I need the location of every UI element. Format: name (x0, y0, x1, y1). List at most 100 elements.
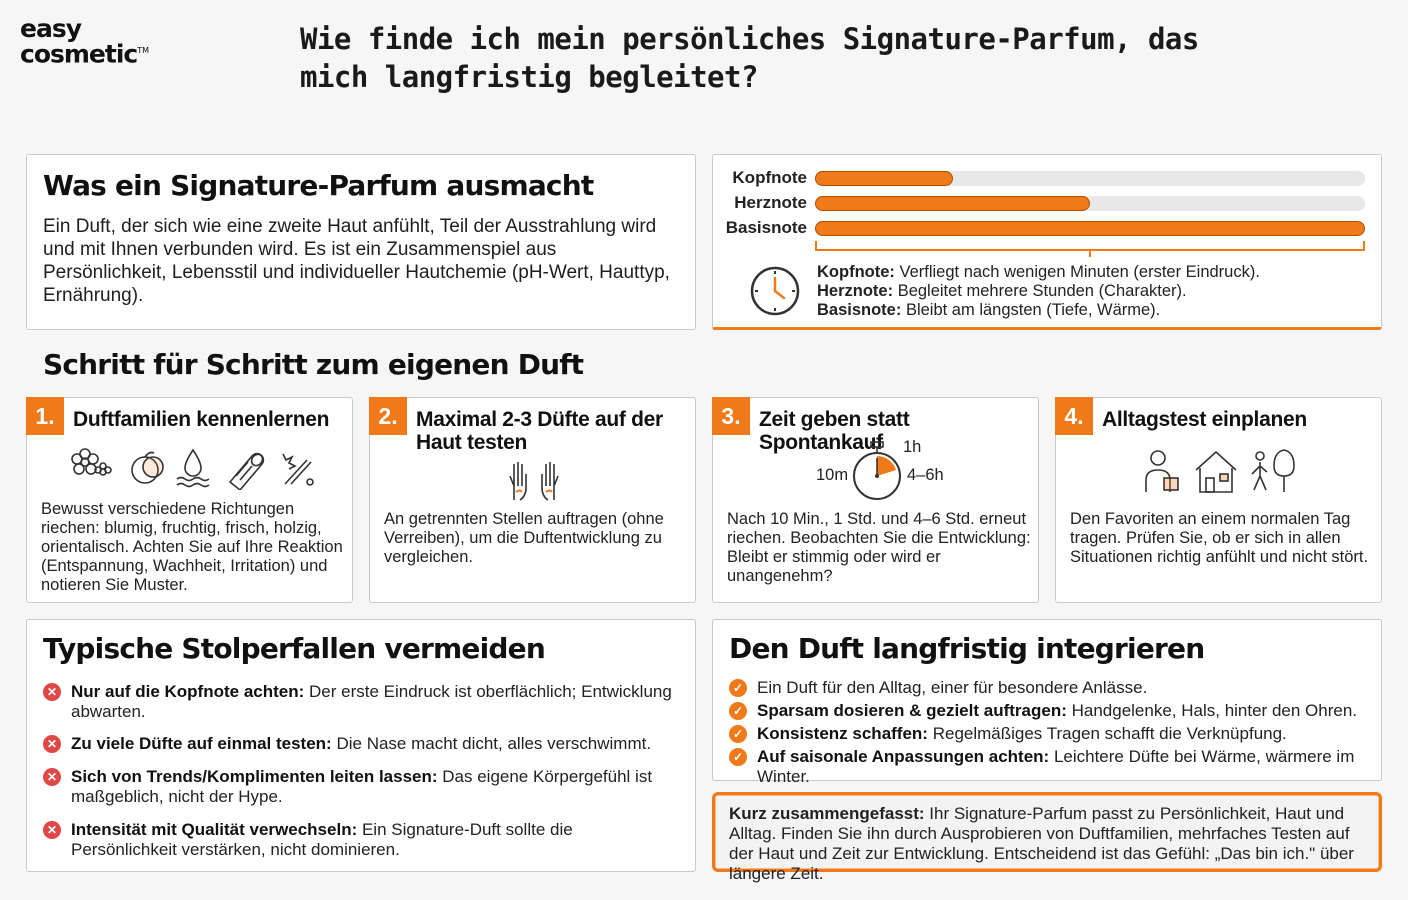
integrate-card: Den Duft langfristig integrieren ✓ Ein Du… (712, 619, 1382, 786)
pitfalls-title: Typische Stolperfallen vermeiden (43, 632, 546, 665)
legend-term: Basisnote: (817, 301, 902, 319)
pitfall-term: Zu viele Düfte auf einmal testen: (71, 734, 332, 753)
bar-track (815, 171, 1365, 186)
pitfall-term: Nur auf die Kopfnote achten: (71, 682, 305, 701)
summary-desc: Ihr Signature-Parfum passt zu Persönlich… (729, 804, 1354, 883)
integrate-item: ✓ Konsistenz schaffen: Regelmäßiges Trage… (729, 724, 1379, 744)
water-drop-icon (176, 448, 210, 488)
walking-nature-icon (1251, 449, 1295, 492)
pitfall-desc: Der erste Eindruck ist oberflächlich; En… (71, 682, 672, 721)
step-number: 1. (26, 397, 64, 435)
summary-text: Kurz zusammengefasst: Ihr Signature-Parf… (729, 804, 1374, 884)
check-circle-icon: ✓ (729, 702, 747, 720)
logo-trademark: TM (137, 46, 150, 55)
logo-line-1: easy (20, 14, 82, 43)
notes-chart-card: Kopfnote Herznote Basisnote Kopfnote: Verf… (712, 154, 1382, 330)
legend-desc: Bleibt am längsten (Tiefe, Wärme). (905, 301, 1161, 319)
clock-icon (750, 266, 800, 316)
check-circle-icon: ✓ (729, 725, 747, 743)
pitfall-desc: Die Nase macht dicht, alles verschwimmt. (331, 734, 652, 753)
x-circle-icon: ✕ (43, 683, 61, 701)
x-circle-icon: ✕ (43, 735, 61, 753)
integrate-term: Konsistenz schaffen: (757, 724, 928, 743)
spice-icon (282, 453, 314, 486)
pitfall-item: ✕ Sich von Trends/Komplimenten leiten las… (43, 767, 673, 807)
pitfall-desc: Das eigene Körpergefühl ist maßgeblich, … (71, 767, 653, 806)
summary-term: Kurz zusammengefasst: (729, 804, 925, 823)
integrate-title: Den Duft langfristig integrieren (729, 632, 1205, 665)
integrate-text: Sparsam dosieren & gezielt auftragen: Ha… (757, 701, 1357, 721)
integrate-text: Konsistenz schaffen: Regelmäßiges Tragen… (757, 724, 1287, 744)
step-card-1: 1. Duftfamilien kennenlernen Bewusst ver… (26, 397, 353, 603)
timer-label-right: 4–6h (907, 466, 944, 484)
integrate-desc: Leichtere Düfte bei Wärme, wärmere im Wi… (757, 747, 1355, 786)
pitfall-term: Sich von Trends/Komplimenten leiten lass… (71, 767, 438, 786)
x-circle-icon: ✕ (43, 768, 61, 786)
step-title: Duftfamilien kennenlernen (73, 408, 330, 431)
step-card-4: 4. Alltagstest einplanen Den Favoriten a… (1055, 397, 1382, 603)
fruit-icon (131, 451, 164, 484)
worker-icon (1145, 450, 1179, 492)
integrate-desc: Regelmäßiges Tragen schafft die Verknüpf… (927, 724, 1287, 743)
step-text: Den Favoriten an einem normalen Tag trag… (1070, 510, 1369, 566)
stopwatch-icon (853, 441, 901, 500)
integrate-term: Sparsam dosieren & gezielt auftragen: (757, 701, 1067, 720)
intro-text: Ein Duft, der sich wie eine zweite Haut … (43, 216, 670, 306)
notes-bracket (815, 241, 1365, 251)
summary-box: Kurz zusammengefasst: Ihr Signature-Parf… (712, 792, 1382, 883)
legend-row-herznote: Herznote: Begleitet mehrere Stunden (Cha… (817, 282, 1260, 301)
scent-family-icons (71, 448, 314, 490)
pitfall-desc: Ein Signature-Duft sollte die Persönlich… (71, 820, 573, 859)
legend-desc: Begleitet mehrere Stunden (Charakter). (897, 282, 1187, 300)
page-title: Wie finde ich mein persönliches Signatur… (300, 22, 1199, 94)
bar-label-basisnote: Basisnote (725, 218, 807, 237)
logo-line-2: cosmeticTM (20, 39, 190, 69)
daily-life-icons (1145, 449, 1295, 493)
step-text: Bewusst verschiedene Richtungen riechen:… (41, 500, 343, 594)
bar-fill-kopfnote (815, 171, 953, 186)
step-card-2: 2. Maximal 2-3 Düfte auf der Haut testen… (369, 397, 696, 603)
bar-label-herznote: Herznote (734, 193, 807, 212)
pitfall-text: Intensität mit Qualität verwechseln: Ein… (71, 820, 673, 860)
pitfall-item: ✕ Zu viele Düfte auf einmal testen: Die N… (43, 734, 673, 754)
legend-desc: Verfliegt nach wenigen Minuten (erster E… (899, 263, 1260, 281)
bar-fill-herznote (815, 196, 1090, 211)
bar-fill-basisnote (815, 221, 1365, 236)
legend-row-kopfnote: Kopfnote: Verfliegt nach wenigen Minuten… (817, 263, 1260, 282)
pitfall-text: Nur auf die Kopfnote achten: Der erste E… (71, 682, 673, 722)
integrate-text: Ein Duft für den Alltag, einer für beson… (757, 678, 1147, 698)
intro-card: Was ein Signature-Parfum ausmacht Ein Du… (26, 154, 696, 330)
pitfall-text: Zu viele Düfte auf einmal testen: Die Na… (71, 734, 651, 754)
house-icon (1195, 450, 1237, 493)
step-number: 3. (712, 397, 750, 435)
steps-heading: Schritt für Schritt zum eigenen Duft (43, 348, 584, 381)
notes-bracket-tick (1089, 251, 1091, 257)
notes-legend: Kopfnote: Verfliegt nach wenigen Minuten… (817, 263, 1260, 320)
step-card-3: 3. Zeit geben statt Spontankauf 1h 10m 4… (712, 397, 1039, 603)
integrate-term: Auf saisonale Anpassungen achten: (757, 747, 1050, 766)
step-text: An getrennten Stellen auftragen (ohne Ve… (384, 510, 664, 566)
bar-label-kopfnote: Kopfnote (732, 168, 807, 187)
integrate-item: ✓ Ein Duft für den Alltag, einer für beso… (729, 678, 1379, 698)
pitfall-item: ✕ Intensität mit Qualität verwechseln: Ei… (43, 820, 673, 860)
step-text: Nach 10 Min., 1 Std. und 4–6 Std. erneut… (727, 510, 1031, 585)
logo-word: cosmetic (20, 39, 138, 69)
wood-log-icon (228, 452, 265, 490)
pitfall-term: Intensität mit Qualität verwechseln: (71, 820, 358, 839)
step-title: Maximal 2-3 Düfte auf der Haut testen (416, 408, 663, 454)
legend-term: Herznote: (817, 282, 894, 300)
step-title: Alltagstest einplanen (1102, 408, 1307, 431)
legend-row-basisnote: Basisnote: Bleibt am längsten (Tiefe, Wä… (817, 301, 1260, 320)
hands-icon (509, 462, 559, 501)
flower-icon (71, 448, 112, 476)
timer-label-top: 1h (903, 438, 922, 456)
integrate-desc: Handgelenke, Hals, hinter den Ohren. (1066, 701, 1357, 720)
integrate-text: Auf saisonale Anpassungen achten: Leicht… (757, 747, 1379, 787)
pitfall-text: Sich von Trends/Komplimenten leiten lass… (71, 767, 673, 807)
step-title: Zeit geben statt Spontankauf (759, 408, 910, 454)
check-circle-icon: ✓ (729, 748, 747, 766)
timer-label-left: 10m (816, 466, 849, 484)
step-number: 4. (1055, 397, 1093, 435)
pitfalls-card: Typische Stolperfallen vermeiden ✕ Nur au… (26, 619, 696, 872)
x-circle-icon: ✕ (43, 821, 61, 839)
